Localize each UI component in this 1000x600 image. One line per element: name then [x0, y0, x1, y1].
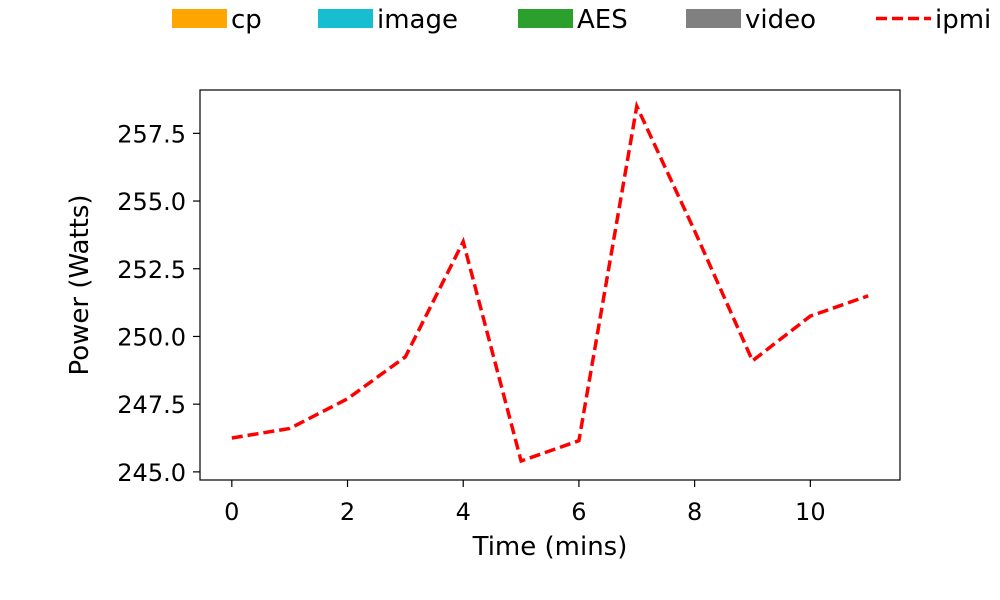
x-tick-label: 10 [795, 498, 826, 526]
y-tick-label: 250.0 [117, 323, 186, 351]
legend-label: AES [577, 5, 628, 35]
x-tick-label: 0 [224, 498, 239, 526]
legend: cp image AES video ipmi [172, 5, 991, 35]
x-tick-label: 2 [340, 498, 355, 526]
legend-label: ipmi [935, 5, 991, 35]
y-tick-label: 252.5 [117, 256, 186, 284]
series-line-ipmi [231, 100, 869, 464]
legend-entry-ipmi: ipmi [876, 5, 991, 35]
x-tick-label: 8 [687, 498, 702, 526]
y-axis-ticks: 245.0 247.5 250.0 252.5 255.0 257.5 [117, 120, 200, 487]
legend-entry-image: image [318, 5, 458, 35]
legend-label: cp [231, 5, 262, 35]
legend-swatch [318, 9, 373, 28]
legend-entry-video: video [686, 5, 816, 35]
legend-label: image [377, 5, 458, 35]
x-tick-label: 6 [571, 498, 586, 526]
x-tick-label: 4 [456, 498, 471, 526]
legend-swatch [172, 9, 227, 28]
y-tick-label: 255.0 [117, 188, 186, 216]
legend-label: video [745, 5, 816, 35]
legend-swatch [686, 9, 741, 28]
series-layer [231, 100, 869, 464]
y-tick-label: 247.5 [117, 391, 186, 419]
x-axis-ticks: 0 2 4 6 8 10 [224, 480, 826, 526]
x-axis-label: Time (mins) [472, 532, 628, 562]
y-axis-label: Power (Watts) [65, 194, 95, 375]
legend-swatch [518, 9, 573, 28]
y-tick-label: 257.5 [117, 120, 186, 148]
legend-entry-cp: cp [172, 5, 262, 35]
plot-area-frame [199, 89, 901, 481]
y-tick-label: 245.0 [117, 459, 186, 487]
legend-entry-AES: AES [518, 5, 628, 35]
